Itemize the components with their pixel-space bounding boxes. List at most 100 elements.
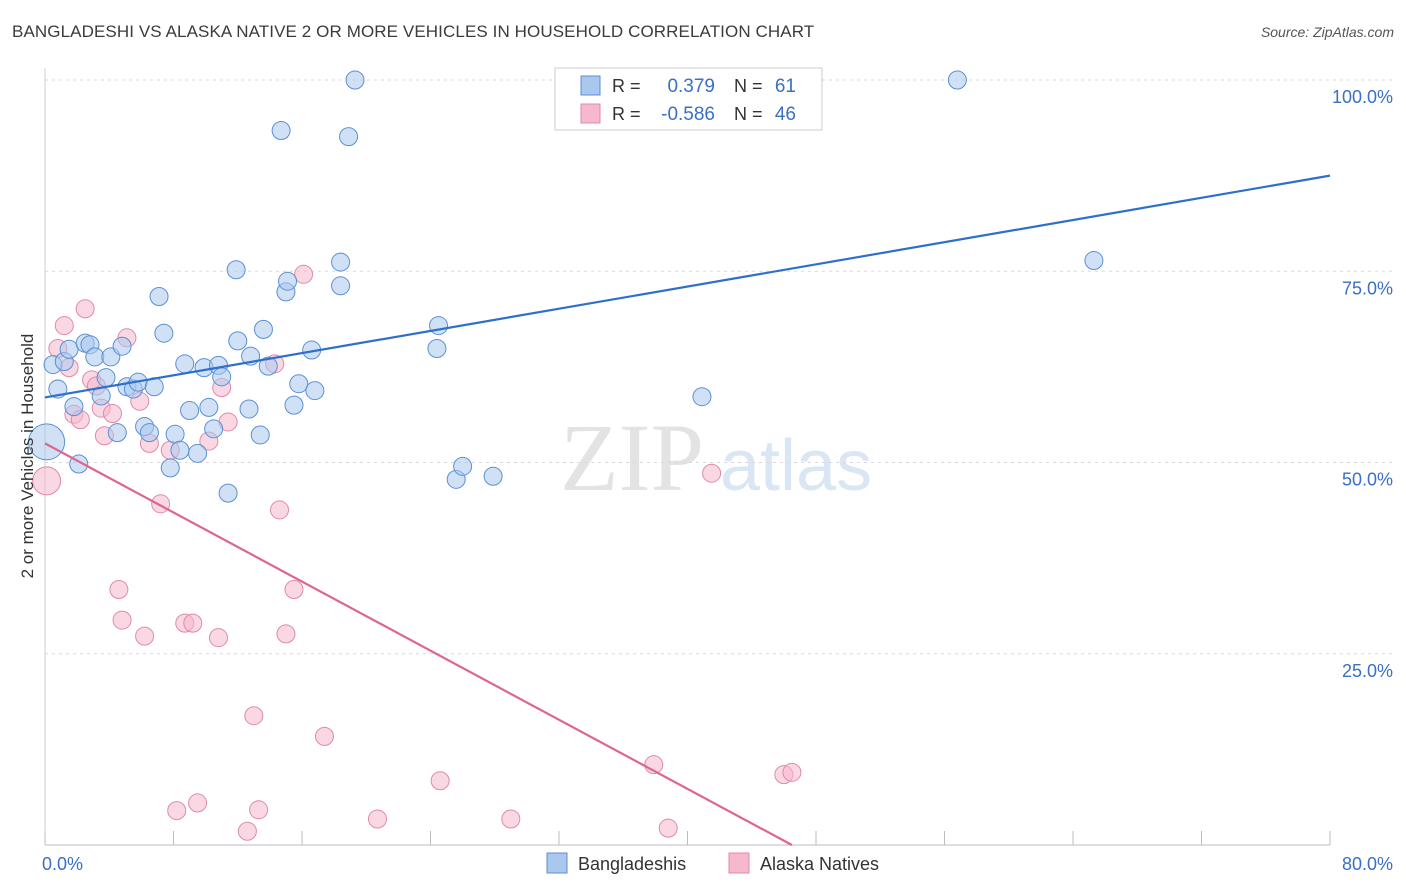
y-tick-labels: 100.0% 75.0% 50.0% 25.0% xyxy=(1332,87,1393,681)
watermark-atlas: atlas xyxy=(720,426,872,506)
alaska-native-point xyxy=(367,809,387,829)
bangladeshi-point xyxy=(427,339,447,359)
bangladeshi-point xyxy=(331,276,351,296)
watermark-zip: ZIP xyxy=(560,404,704,511)
bangladeshi-point xyxy=(289,374,309,394)
alaska-native-point xyxy=(702,463,722,483)
bangladeshi-point xyxy=(139,423,159,443)
x-tick-labels: 0.0% 80.0% xyxy=(42,854,1393,874)
stats-legend-blue-swatch xyxy=(580,75,601,96)
alaska-native-point xyxy=(270,500,290,520)
bangladeshi-point xyxy=(212,367,232,387)
alaska-native-point xyxy=(430,771,450,791)
alaska-native-point xyxy=(658,818,678,838)
legend-swatch-bangladeshis[interactable] xyxy=(546,852,568,874)
series-legend: Bangladeshis Alaska Natives xyxy=(546,852,879,874)
bangladeshi-point xyxy=(253,319,273,339)
stats-r-label-1: R = xyxy=(612,76,641,96)
bangladeshi-point xyxy=(112,336,132,356)
source-label: Source: ZipAtlas.com xyxy=(1260,24,1394,40)
bangladeshi-point xyxy=(226,260,246,280)
bangladeshi-point xyxy=(250,425,270,445)
alaska-native-point xyxy=(276,624,296,644)
alaska-native-point xyxy=(782,762,802,782)
bangladeshis-trend-line xyxy=(44,174,1331,399)
alaska-native-point xyxy=(237,821,257,841)
alaska-native-point xyxy=(188,793,208,813)
bangladeshi-point xyxy=(339,127,359,147)
y-tick-label: 25.0% xyxy=(1342,661,1393,681)
bangladeshi-point xyxy=(28,423,66,461)
bangladeshi-point xyxy=(85,347,105,367)
bangladeshi-point xyxy=(239,399,259,419)
bangladeshi-point xyxy=(278,271,298,291)
bangladeshi-point xyxy=(64,397,84,417)
legend-swatch-alaska-natives[interactable] xyxy=(728,852,750,874)
stats-r-value-2: -0.586 xyxy=(661,104,715,125)
bangladeshi-point xyxy=(228,331,248,351)
bangladeshi-point xyxy=(180,400,200,420)
bangladeshi-point xyxy=(305,381,325,401)
alaska-native-point xyxy=(244,706,264,726)
bangladeshi-point xyxy=(149,286,169,306)
grid-lines xyxy=(45,79,1395,655)
bangladeshi-point xyxy=(284,395,304,415)
alaska-native-point xyxy=(112,610,132,630)
alaska-native-point xyxy=(249,800,269,820)
bangladeshi-point xyxy=(188,443,208,463)
stats-r-label-2: R = xyxy=(612,104,641,124)
alaska-natives-trend-line xyxy=(44,442,793,846)
bangladeshi-point xyxy=(204,419,224,439)
x-tick-label: 80.0% xyxy=(1342,854,1393,874)
alaska-native-point xyxy=(135,626,155,646)
bangladeshi-point xyxy=(947,70,967,90)
bangladeshi-point xyxy=(483,466,503,486)
trend-lines xyxy=(44,174,1331,846)
y-tick-label: 75.0% xyxy=(1342,278,1393,298)
bangladeshi-point xyxy=(345,70,365,90)
alaska-native-point xyxy=(32,466,62,496)
alaska-native-point xyxy=(183,613,203,633)
bangladeshi-point xyxy=(107,423,127,443)
bangladeshi-point xyxy=(429,316,449,336)
bangladeshi-point xyxy=(1084,251,1104,271)
stats-legend-pink-swatch xyxy=(580,103,601,124)
stats-r-value-1: 0.379 xyxy=(667,76,715,97)
y-axis-label: 2 or more Vehicles in Household xyxy=(18,334,37,579)
alaska-native-point xyxy=(501,809,521,829)
bangladeshi-point xyxy=(692,387,712,407)
stats-n-label-2: N = xyxy=(734,104,763,124)
stats-n-label-1: N = xyxy=(734,76,763,96)
alaska-native-point xyxy=(314,726,334,746)
bangladeshi-point xyxy=(170,440,190,460)
bangladeshi-point xyxy=(59,339,79,359)
alaska-native-point xyxy=(54,316,74,336)
chart-title: BANGLADESHI VS ALASKA NATIVE 2 OR MORE V… xyxy=(12,22,815,41)
bangladeshi-point xyxy=(175,354,195,374)
bangladeshi-point xyxy=(271,120,291,140)
bangladeshi-point xyxy=(199,397,219,417)
y-tick-label: 100.0% xyxy=(1332,87,1393,107)
alaska-native-point xyxy=(294,264,314,284)
bangladeshi-point xyxy=(453,456,473,476)
alaska-native-point xyxy=(109,579,129,599)
bangladeshi-point xyxy=(154,323,174,343)
alaska-native-point xyxy=(208,628,228,648)
bangladeshi-point xyxy=(331,252,351,272)
alaska-native-point xyxy=(167,801,187,821)
bangladeshi-point xyxy=(258,356,278,376)
alaska-native-point xyxy=(102,404,122,424)
bangladeshi-point xyxy=(218,483,238,503)
alaska-native-point xyxy=(284,579,304,599)
stats-n-value-1: 61 xyxy=(775,76,796,97)
alaska-native-point xyxy=(75,299,95,319)
alaska-natives-points xyxy=(32,264,802,841)
legend-label-bangladeshis[interactable]: Bangladeshis xyxy=(578,854,686,874)
legend-label-alaska-natives[interactable]: Alaska Natives xyxy=(760,854,879,874)
bangladeshi-point xyxy=(160,458,180,478)
bangladeshi-point xyxy=(165,424,185,444)
bangladeshi-point xyxy=(96,368,116,388)
stats-n-value-2: 46 xyxy=(775,104,796,125)
y-tick-label: 50.0% xyxy=(1342,470,1393,490)
